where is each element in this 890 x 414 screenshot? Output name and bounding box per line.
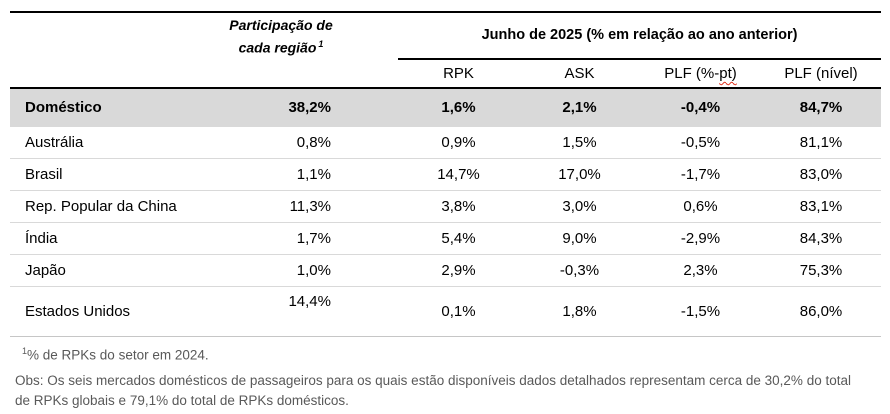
rpk-cell: 1,6% bbox=[441, 98, 476, 116]
participation-cell: 1,7% bbox=[215, 221, 347, 254]
participation-cell: 14,4% bbox=[215, 285, 347, 336]
report-page: Participação de cada região 1 Junho de 20… bbox=[0, 11, 890, 414]
rpk-cell: 0,1% bbox=[398, 285, 519, 336]
observation-line-2: de RPKs globais e 79,1% do total de RPKs… bbox=[15, 393, 349, 408]
plf-nivel-cell: 83,0% bbox=[761, 157, 882, 190]
table-row-japao: Japão 1,0% 2,9% -0,3% 2,3% 75,3% bbox=[10, 253, 882, 286]
table-row-brasil: Brasil 1,1% 14,7% 17,0% -1,7% 83,0% bbox=[10, 157, 882, 190]
ask-cell: 9,0% bbox=[519, 221, 640, 254]
column-header-plf-pt: PLF (%-pt) bbox=[640, 59, 761, 89]
plf-nivel-cell: 84,7% bbox=[799, 98, 843, 116]
table-row-domestico: Doméstico 38,2% 1,6% 2,1% -0,4% 84,7% bbox=[10, 88, 882, 126]
gap-cell bbox=[347, 125, 398, 158]
table-row-estados-unidos: Estados Unidos 14,4% 0,1% 1,8% -1,5% 86,… bbox=[10, 285, 882, 336]
header-row-columns: RPK ASK PLF (%-pt) PLF (nível) bbox=[10, 59, 882, 89]
column-header-rpk: RPK bbox=[398, 59, 519, 89]
table-row-australia: Austrália 0,8% 0,9% 1,5% -0,5% 81,1% bbox=[10, 125, 882, 158]
header-row-spanners: Participação de cada região 1 Junho de 20… bbox=[10, 12, 882, 60]
footnote-1-text: % de RPKs do setor em 2024. bbox=[27, 347, 209, 362]
ask-cell: 1,5% bbox=[519, 125, 640, 158]
spellcheck-squiggle-text: pt) bbox=[719, 65, 737, 82]
plf-pt-cell: -2,9% bbox=[640, 221, 761, 254]
region-cell: Japão bbox=[10, 253, 215, 286]
plf-nivel-cell: 84,3% bbox=[761, 221, 882, 254]
header-empty-region bbox=[10, 12, 215, 59]
region-cell: Estados Unidos bbox=[10, 285, 215, 336]
table-row-india: Índia 1,7% 5,4% 9,0% -2,9% 84,3% bbox=[10, 221, 882, 254]
observation-note: Obs: Os seis mercados domésticos de pass… bbox=[15, 371, 890, 411]
participation-header: Participação de cada região 1 bbox=[215, 12, 347, 59]
plf-pt-cell: -0,5% bbox=[640, 125, 761, 158]
rpk-cell: 14,7% bbox=[398, 157, 519, 190]
domestic-traffic-table: Participação de cada região 1 Junho de 20… bbox=[10, 11, 882, 337]
region-cell: Austrália bbox=[10, 125, 215, 158]
plf-nivel-cell: 75,3% bbox=[761, 253, 882, 286]
plf-pt-cell: -1,7% bbox=[640, 157, 761, 190]
table-header: Participação de cada região 1 Junho de 20… bbox=[10, 12, 882, 89]
ask-cell: 1,8% bbox=[519, 285, 640, 336]
header-empty-region2 bbox=[10, 59, 215, 89]
region-cell: Doméstico bbox=[25, 98, 102, 116]
footnote-1-marker: 1 bbox=[22, 345, 28, 356]
ask-cell: 17,0% bbox=[519, 157, 640, 190]
ask-cell: 3,0% bbox=[519, 189, 640, 222]
footnotes: 1% de RPKs do setor em 2024. Obs: Os sei… bbox=[15, 346, 890, 412]
gap-cell bbox=[347, 221, 398, 254]
plf-pt-cell: -1,5% bbox=[640, 285, 761, 336]
participation-header-line1: Participação de bbox=[229, 17, 333, 34]
ask-cell: -0,3% bbox=[519, 253, 640, 286]
footnote-1: 1% de RPKs do setor em 2024. bbox=[22, 346, 890, 363]
region-cell: Índia bbox=[10, 221, 215, 254]
participation-cell: 38,2% bbox=[288, 98, 331, 116]
gap-cell bbox=[347, 157, 398, 190]
participation-cell: 0,8% bbox=[215, 125, 347, 158]
plf-pt-cell: 0,6% bbox=[640, 189, 761, 222]
footnote-marker: 1 bbox=[318, 39, 324, 50]
column-header-ask: ASK bbox=[519, 59, 640, 89]
gap-cell bbox=[347, 189, 398, 222]
participation-header-line2: cada região 1 bbox=[238, 39, 324, 56]
plf-nivel-cell: 86,0% bbox=[761, 285, 882, 336]
gap-cell bbox=[347, 88, 398, 126]
plf-pt-cell: 2,3% bbox=[640, 253, 761, 286]
rpk-cell: 0,9% bbox=[398, 125, 519, 158]
gap-cell bbox=[347, 253, 398, 286]
table-row-china: Rep. Popular da China 11,3% 3,8% 3,0% 0,… bbox=[10, 189, 882, 222]
plf-nivel-cell: 83,1% bbox=[761, 189, 882, 222]
region-cell: Brasil bbox=[10, 157, 215, 190]
ask-cell: 2,1% bbox=[562, 98, 597, 116]
plf-pt-cell: -0,4% bbox=[680, 98, 721, 116]
plf-nivel-cell: 81,1% bbox=[761, 125, 882, 158]
rpk-cell: 3,8% bbox=[398, 189, 519, 222]
period-header: Junho de 2025 (% em relação ao ano anter… bbox=[398, 12, 882, 60]
rpk-cell: 5,4% bbox=[398, 221, 519, 254]
region-cell: Rep. Popular da China bbox=[10, 189, 215, 222]
header-empty-gap bbox=[347, 12, 398, 59]
participation-cell: 11,3% bbox=[215, 189, 347, 222]
table-body: Doméstico 38,2% 1,6% 2,1% -0,4% 84,7% Au… bbox=[10, 88, 882, 336]
rpk-cell: 2,9% bbox=[398, 253, 519, 286]
header-empty-part2 bbox=[215, 59, 347, 89]
column-header-plf-nivel: PLF (nível) bbox=[761, 59, 882, 89]
participation-cell: 1,0% bbox=[215, 253, 347, 286]
participation-cell: 1,1% bbox=[215, 157, 347, 190]
header-empty-gap2 bbox=[347, 59, 398, 89]
observation-line-1: Obs: Os seis mercados domésticos de pass… bbox=[15, 373, 851, 388]
gap-cell bbox=[347, 285, 398, 336]
